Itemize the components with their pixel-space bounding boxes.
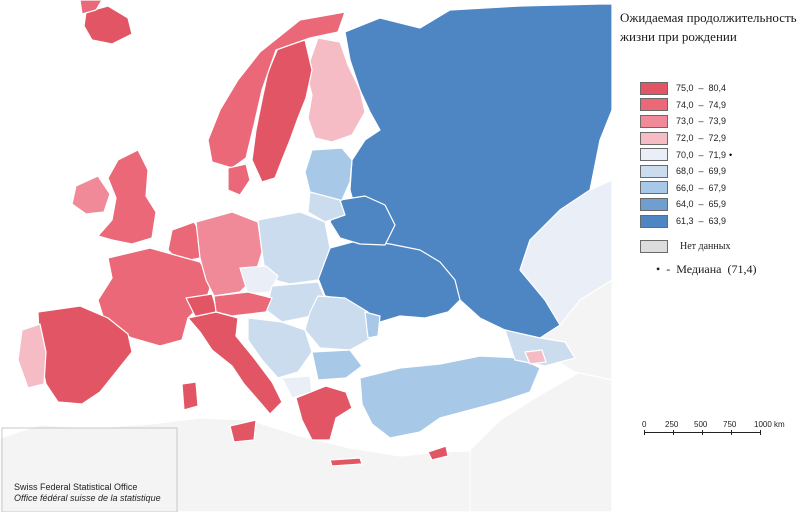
legend-range-label: 70,0 – 71,9 xyxy=(676,149,727,160)
legend-median-marker: • xyxy=(729,149,733,160)
region-poland xyxy=(257,211,331,285)
legend-range-label: 73,0 – 73,9 xyxy=(676,116,727,127)
region-kazakhstan xyxy=(519,179,613,326)
legend-item: 74,0 – 74,9 xyxy=(640,97,800,114)
scale-label: 500 xyxy=(694,420,708,429)
region-sweden xyxy=(251,39,313,183)
region-sardinia xyxy=(181,381,199,411)
legend-class-list: 75,0 – 80,4 74,0 – 74,9 73,0 – 73,9 72,0 – … xyxy=(640,80,800,229)
scale-tick xyxy=(644,430,645,435)
scale-tick xyxy=(702,430,703,435)
legend-range-label: 66,0 – 67,9 xyxy=(676,182,727,193)
scale-tick xyxy=(673,430,674,435)
legend-range-label: 64,0 – 65,9 xyxy=(676,199,727,210)
source-credit: Swiss Federal Statistical Office Office … xyxy=(14,482,161,504)
scale-label: 1000 km xyxy=(754,420,785,429)
legend-item: 73,0 – 73,9 xyxy=(640,113,800,130)
scale-tick xyxy=(731,430,732,435)
region-kaliningrad-lithuania xyxy=(307,191,346,223)
region-spain xyxy=(37,305,133,405)
legend-range-label: 75,0 – 80,4 xyxy=(676,83,727,94)
scale-tick xyxy=(760,430,761,435)
scale-label: 250 xyxy=(665,420,679,429)
region-iceland xyxy=(83,5,133,45)
legend-item: 70,0 – 71,9 • xyxy=(640,146,800,163)
legend-item: 68,0 – 69,9 xyxy=(640,163,800,180)
region-denmark xyxy=(227,163,251,196)
region-greenland-edge xyxy=(79,0,103,15)
region-moldova xyxy=(364,311,381,339)
legend-swatch xyxy=(640,164,668,178)
region-norway xyxy=(207,11,346,169)
credit-line-en: Swiss Federal Statistical Office xyxy=(14,482,138,492)
scale-bar: 0 250 500 750 1000 km xyxy=(640,420,790,444)
region-ireland xyxy=(71,175,111,215)
legend-swatch xyxy=(640,214,668,228)
region-crete xyxy=(329,457,363,467)
legend-swatch xyxy=(640,98,668,112)
legend-title-line2: жизни при рождении xyxy=(620,29,737,44)
region-belarus xyxy=(329,195,396,246)
legend-swatch xyxy=(640,148,668,162)
region-cyprus xyxy=(427,445,449,461)
region-yugoslavia xyxy=(247,317,313,379)
legend-range-label: 72,0 – 72,9 xyxy=(676,133,727,144)
region-finland xyxy=(305,37,366,143)
region-greece xyxy=(295,385,353,441)
legend-range-label: 74,0 – 74,9 xyxy=(676,99,727,110)
region-caucasus xyxy=(504,329,576,367)
legend-item: 66,0 – 67,9 xyxy=(640,180,800,197)
legend-nodata-label: Нет данных xyxy=(680,241,731,252)
scale-label: 0 xyxy=(642,420,647,429)
region-bulgaria xyxy=(311,349,363,381)
legend-item: 61,3 – 63,9 xyxy=(640,213,800,230)
credit-line-fr: Office fédéral suisse de la statistique xyxy=(14,493,161,503)
legend-swatch xyxy=(640,131,668,145)
legend: Ожидаемая продолжительность жизни при ро… xyxy=(618,8,800,46)
region-italy xyxy=(187,311,283,415)
legend-swatch xyxy=(640,197,668,211)
legend-swatch xyxy=(640,181,668,195)
legend-range-label: 61,3 – 63,9 xyxy=(676,216,727,227)
region-portugal xyxy=(17,323,47,389)
region-turkey xyxy=(359,355,541,439)
legend-item: 64,0 – 65,9 xyxy=(640,196,800,213)
region-baltics xyxy=(304,147,353,206)
legend-range-label: 68,0 – 69,9 xyxy=(676,166,727,177)
region-sicily xyxy=(229,419,257,443)
legend-item: 75,0 – 80,4 xyxy=(640,80,800,97)
legend-item: 72,0 – 72,9 xyxy=(640,130,800,147)
legend-median-note: • - Медиана (71,4) xyxy=(656,262,757,276)
region-armenia xyxy=(524,349,547,365)
credit-box xyxy=(1,427,178,512)
legend-swatch xyxy=(640,114,668,128)
legend-swatch xyxy=(640,81,668,95)
legend-nodata-swatch xyxy=(640,240,668,253)
scale-label: 750 xyxy=(723,420,737,429)
region-uk xyxy=(97,149,157,245)
region-czech xyxy=(239,265,279,295)
region-austria xyxy=(213,291,273,317)
legend-title-line1: Ожидаемая продолжительность xyxy=(620,10,797,25)
legend-nodata: Нет данных xyxy=(640,240,730,253)
region-france xyxy=(97,247,213,347)
